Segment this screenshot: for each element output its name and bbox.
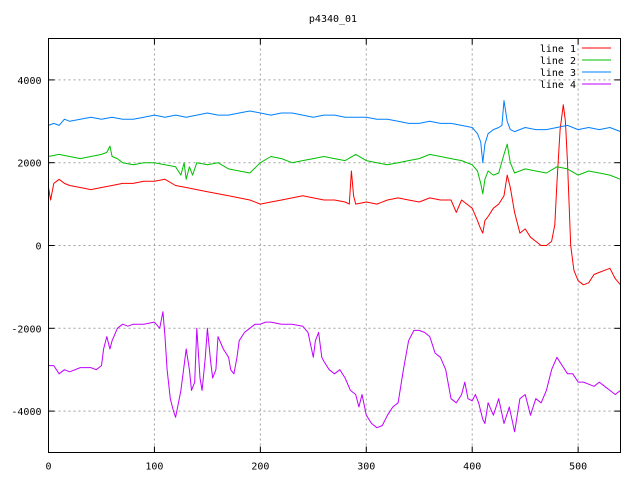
series-group bbox=[48, 100, 621, 433]
series-line-2 bbox=[48, 143, 621, 195]
axis-ticks: 0 100 200 300 400 500 -4000 -2000 0 2000 4000 bbox=[11, 38, 621, 473]
x-tick-label: 500 bbox=[569, 462, 587, 473]
chart-title: p4340_01 bbox=[309, 14, 357, 25]
x-tick-label: 400 bbox=[463, 462, 481, 473]
plot-frame bbox=[48, 38, 621, 453]
x-tick-label: 200 bbox=[251, 462, 269, 473]
y-tick-label: -4000 bbox=[11, 407, 41, 418]
legend-label: line 1 bbox=[540, 44, 576, 55]
y-tick-label: -2000 bbox=[11, 324, 41, 335]
y-tick-label: 4000 bbox=[17, 76, 41, 87]
y-tick-label: 0 bbox=[35, 242, 41, 253]
series-line-3 bbox=[48, 100, 621, 164]
legend-label: line 2 bbox=[540, 56, 576, 67]
x-tick-label: 300 bbox=[357, 462, 375, 473]
x-tick-label: 0 bbox=[45, 462, 51, 473]
legend-label: line 4 bbox=[540, 80, 576, 91]
x-tick-label: 100 bbox=[145, 462, 163, 473]
y-tick-label: 2000 bbox=[17, 159, 41, 170]
grid-lines bbox=[48, 38, 621, 453]
series-line-4 bbox=[48, 311, 621, 433]
series-line-1 bbox=[48, 104, 621, 286]
legend-label: line 3 bbox=[540, 68, 576, 79]
